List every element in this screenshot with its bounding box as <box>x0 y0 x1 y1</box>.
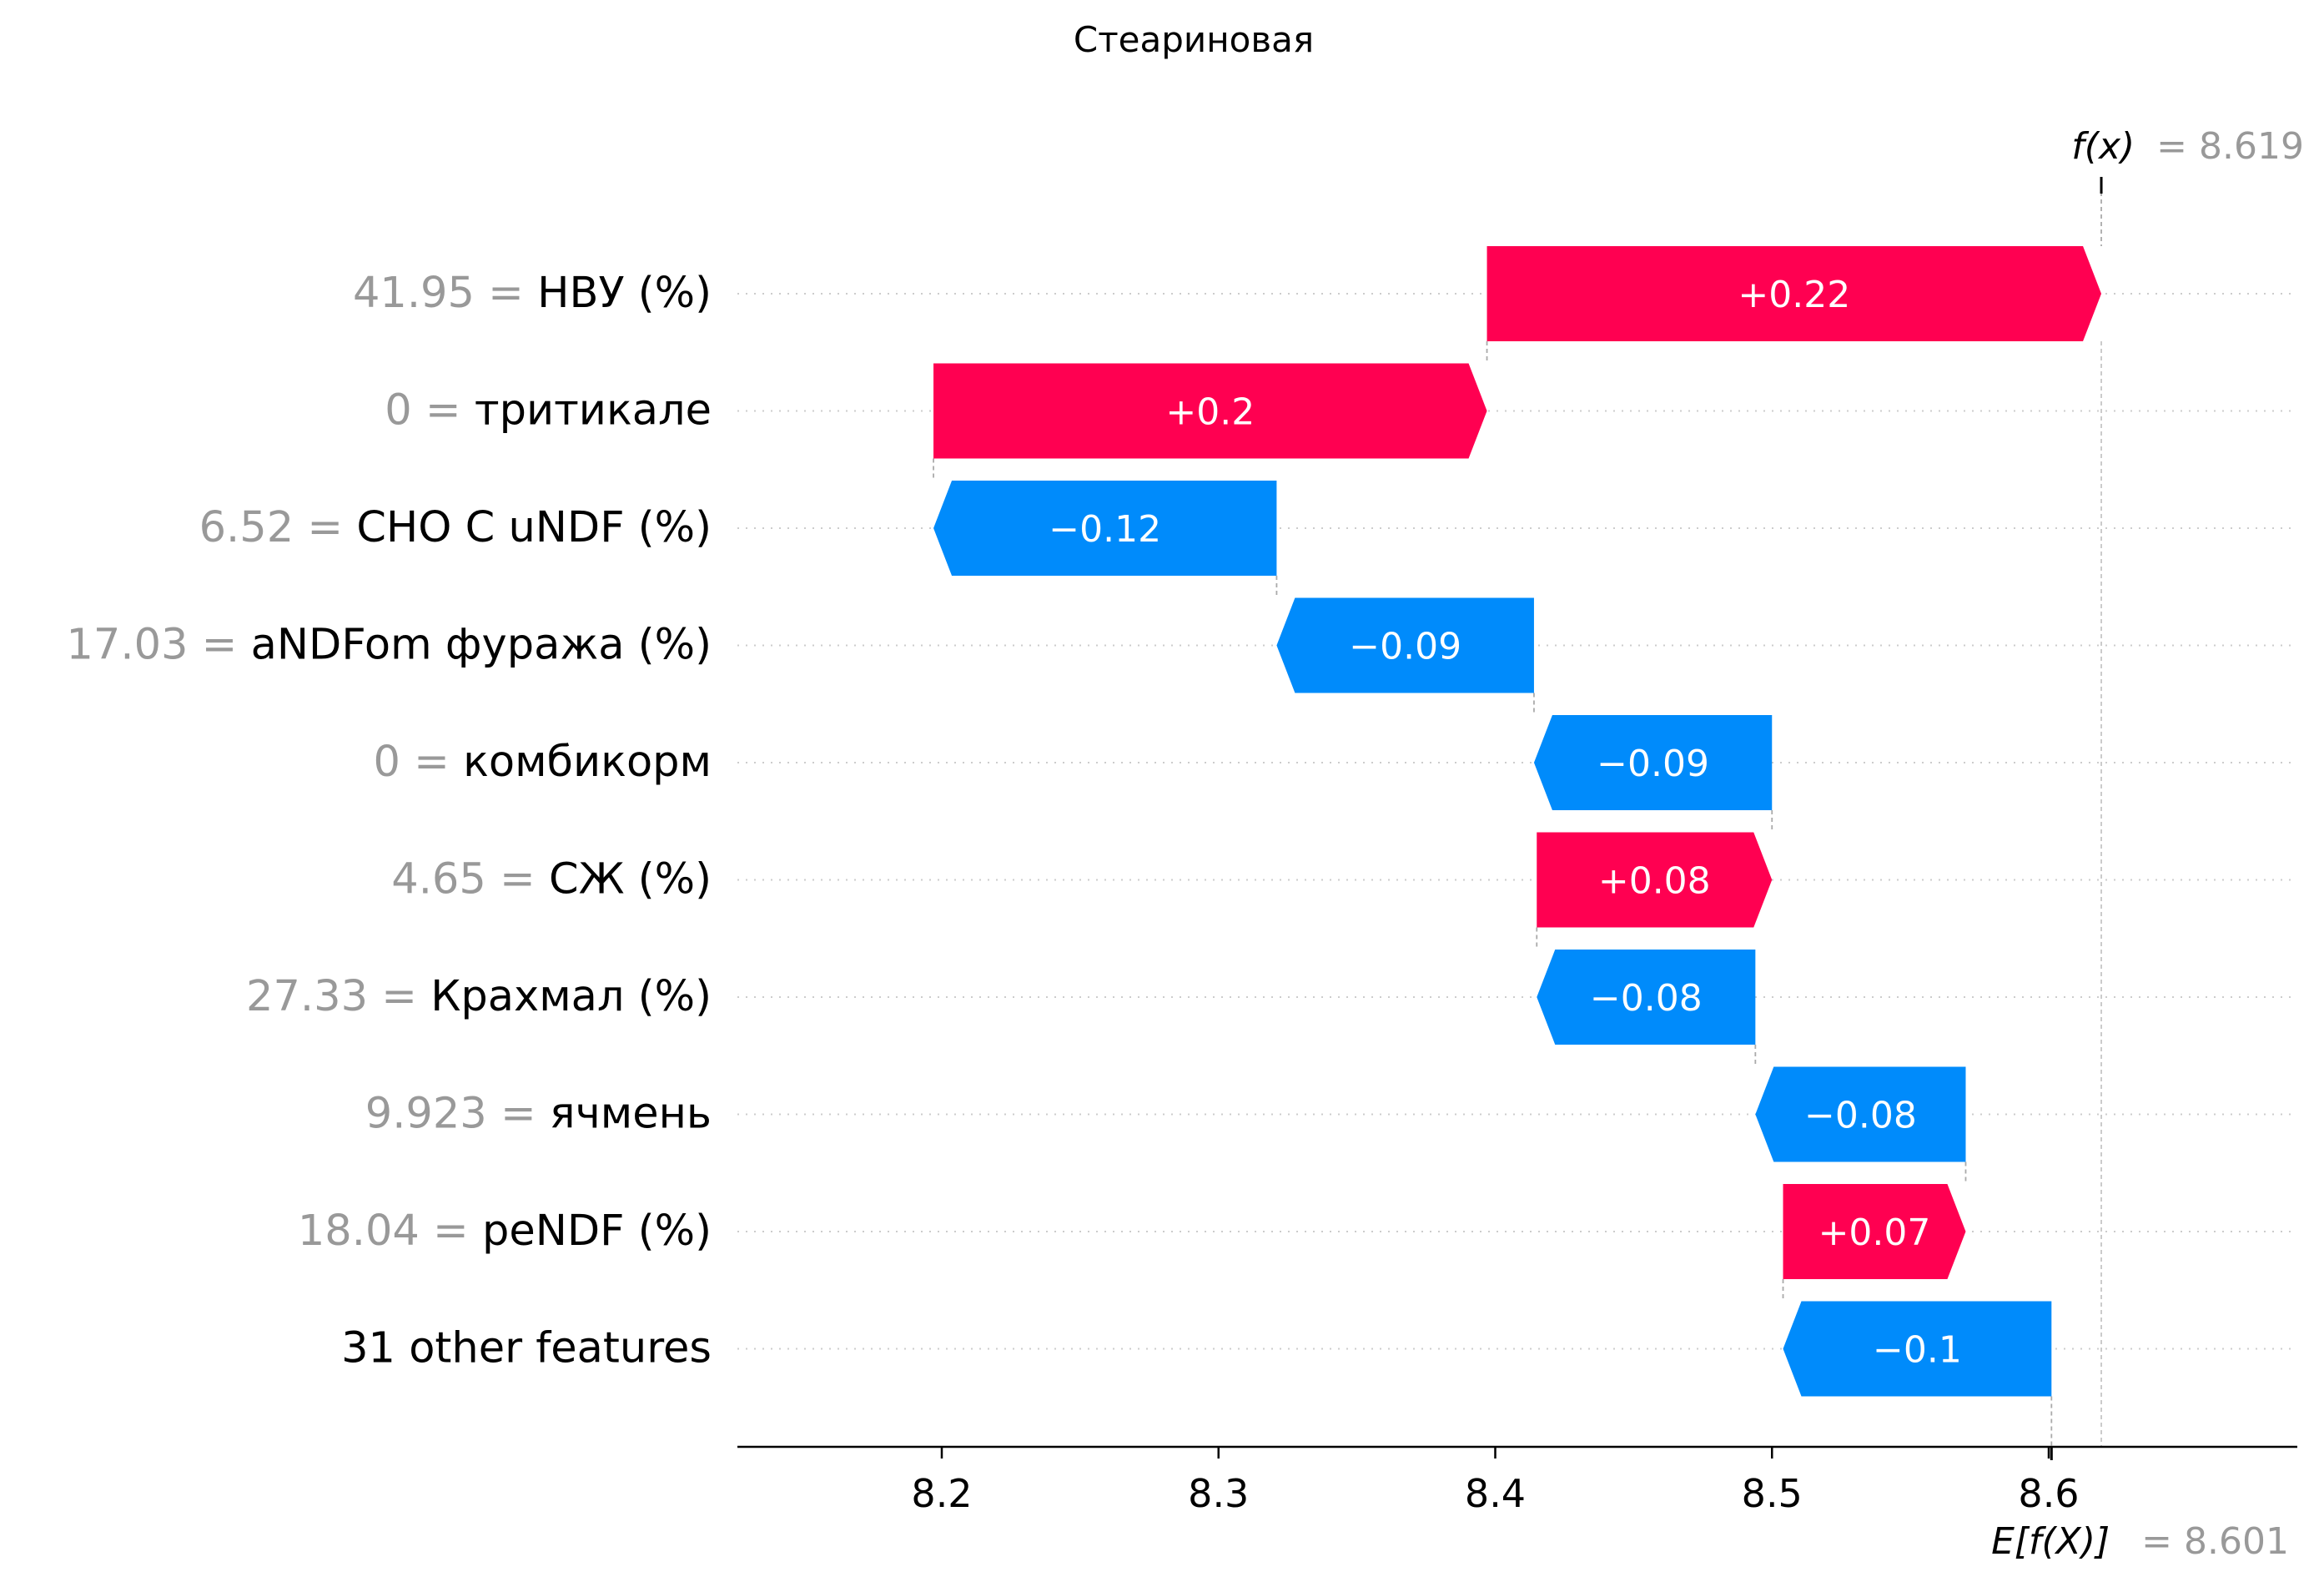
feature-name: НВУ (%) <box>537 269 712 318</box>
feature-value: 0 = <box>373 738 463 787</box>
feature-labels: 41.95 = НВУ (%) 0 = тритикале 6.52 = CHO C… <box>66 269 712 1373</box>
feature-label: 41.95 = НВУ (%) <box>353 269 712 318</box>
base-label: E[f(X)] = 8.601 <box>1991 1520 2289 1563</box>
feature-value: 4.65 = <box>391 855 549 904</box>
x-ticks: 8.2 8.3 8.4 8.5 8.6 <box>911 1447 2080 1516</box>
feature-label: 27.33 = Крахмал (%) <box>246 972 712 1021</box>
waterfall-bar <box>1755 1066 1966 1162</box>
waterfall-bar <box>1486 246 2102 341</box>
feature-name: aNDFom фуража (%) <box>251 621 712 670</box>
waterfall-bar <box>1533 715 1773 810</box>
feature-label: 0 = тритикале <box>385 386 712 436</box>
feature-label: 31 other features <box>341 1324 712 1373</box>
bar-value-label: −0.09 <box>1597 743 1709 785</box>
chart-title: Стеариновая <box>1074 19 1314 60</box>
feature-label: 0 = комбикорм <box>373 738 712 787</box>
feature-value: 9.923 = <box>365 1090 550 1139</box>
feature-label: 4.65 = СЖ (%) <box>391 855 712 904</box>
bar-value-label: +0.2 <box>1165 391 1255 434</box>
waterfall-bar <box>933 481 1277 576</box>
feature-name: ячмень <box>550 1090 712 1139</box>
feature-label: 18.04 = peNDF (%) <box>298 1207 712 1256</box>
output-value-marker: f(x) = 8.619 <box>2071 125 2304 194</box>
bar-value-label: −0.1 <box>1873 1329 1962 1372</box>
waterfall-bar <box>1783 1301 2052 1397</box>
output-label: f(x) = 8.619 <box>2071 125 2304 168</box>
x-tick-label: 8.3 <box>1188 1471 1249 1516</box>
waterfall-bar <box>1537 950 1756 1045</box>
waterfall-bar <box>1537 832 1773 928</box>
feature-value: 18.04 = <box>298 1207 482 1256</box>
output-label-value: = 8.619 <box>2156 125 2304 168</box>
bars: +0.22 +0.2 −0.12 −0.09 −0.09 +0.08 −0.08 −0.08 +… <box>933 246 2102 1397</box>
base-label-prefix: E[f(X)] <box>1991 1520 2110 1563</box>
base-value-marker: E[f(X)] = 8.601 <box>1991 1447 2289 1563</box>
feature-name: Крахмал (%) <box>430 972 712 1021</box>
base-label-value: = 8.601 <box>2141 1520 2289 1563</box>
connectors <box>933 192 2102 1447</box>
x-tick-label: 8.5 <box>1742 1471 1803 1516</box>
feature-name: СЖ (%) <box>549 855 712 904</box>
x-axis: 8.2 8.3 8.4 8.5 8.6 <box>737 1445 2297 1516</box>
bar-value-label: +0.08 <box>1598 860 1711 903</box>
feature-label: 9.923 = ячмень <box>365 1090 712 1139</box>
feature-name: peNDF (%) <box>482 1207 712 1256</box>
feature-label: 6.52 = CHO C uNDF (%) <box>199 503 712 552</box>
bar-value-label: −0.08 <box>1590 977 1703 1020</box>
bar-value-label: +0.07 <box>1818 1212 1931 1254</box>
feature-value: 0 = <box>385 386 475 436</box>
feature-name: тритикале <box>475 386 712 436</box>
waterfall-bar <box>1783 1184 1966 1279</box>
x-tick-label: 8.6 <box>2018 1471 2079 1516</box>
bar-value-label: −0.09 <box>1349 626 1461 668</box>
waterfall-bar <box>933 363 1487 459</box>
waterfall-bar <box>1276 597 1534 693</box>
feature-value: 17.03 = <box>66 621 250 670</box>
feature-value: 41.95 = <box>353 269 537 318</box>
bar-value-label: +0.22 <box>1738 274 1850 316</box>
bar-value-label: −0.08 <box>1804 1095 1917 1137</box>
bar-value-label: −0.12 <box>1049 508 1161 551</box>
x-tick-label: 8.4 <box>1465 1471 1526 1516</box>
feature-name: CHO C uNDF (%) <box>356 503 712 552</box>
output-label-prefix: f(x) <box>2071 125 2135 168</box>
feature-name: комбикорм <box>463 738 712 787</box>
feature-name: 31 other features <box>341 1324 712 1373</box>
feature-value: 27.33 = <box>246 972 430 1021</box>
x-tick-label: 8.2 <box>911 1471 972 1516</box>
feature-value: 6.52 = <box>199 503 357 552</box>
feature-label: 17.03 = aNDFom фуража (%) <box>66 621 712 670</box>
